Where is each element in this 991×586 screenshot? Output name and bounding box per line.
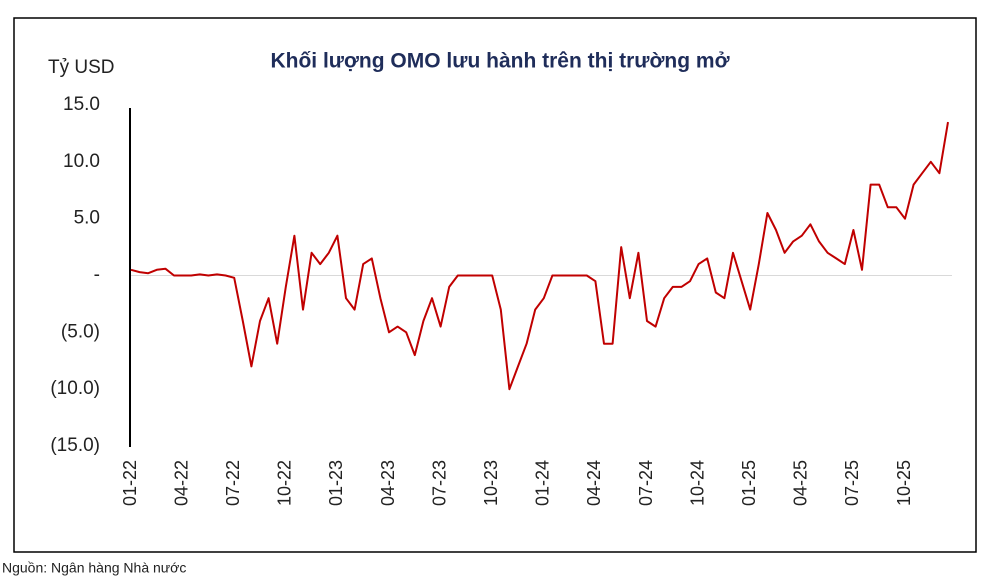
- x-tick-label: 01-25: [739, 460, 759, 506]
- x-tick-label: 04-23: [378, 460, 398, 506]
- x-tick-label: 04-25: [791, 460, 811, 506]
- x-tick-label: 04-24: [584, 460, 604, 506]
- x-tick-label: 07-24: [636, 460, 656, 506]
- x-tick-label: 04-22: [171, 460, 191, 506]
- y-tick-label: 10.0: [63, 151, 100, 172]
- data-line: [130, 121, 949, 391]
- y-tick-label: -: [94, 265, 100, 286]
- x-tick-label: 01-23: [326, 460, 346, 506]
- x-tick-label: 07-23: [429, 460, 449, 506]
- y-tick-label: 5.0: [74, 208, 100, 229]
- chart-title: Khối lượng OMO lưu hành trên thị trường …: [270, 50, 729, 73]
- y-tick-label: (15.0): [50, 435, 100, 456]
- x-tick-label: 01-22: [120, 460, 140, 506]
- frame: [13, 17, 977, 553]
- x-tick-label: 10-24: [687, 460, 707, 506]
- x-tick-label: 01-24: [533, 460, 553, 506]
- y-tick-label: 15.0: [63, 94, 100, 115]
- source: Nguồn: Ngân hàng Nhà nước: [2, 560, 186, 576]
- x-tick-label: 10-25: [894, 460, 914, 506]
- x-tick-label: 10-23: [481, 460, 501, 506]
- x-tick-label: 10-22: [275, 460, 295, 506]
- x-tick-label: 07-22: [223, 460, 243, 506]
- x-tick-label: 07-25: [842, 460, 862, 506]
- y-tick-label: (5.0): [61, 321, 100, 342]
- y-axis-label: Tỷ USD: [48, 57, 115, 78]
- y-tick-label: (10.0): [50, 378, 100, 399]
